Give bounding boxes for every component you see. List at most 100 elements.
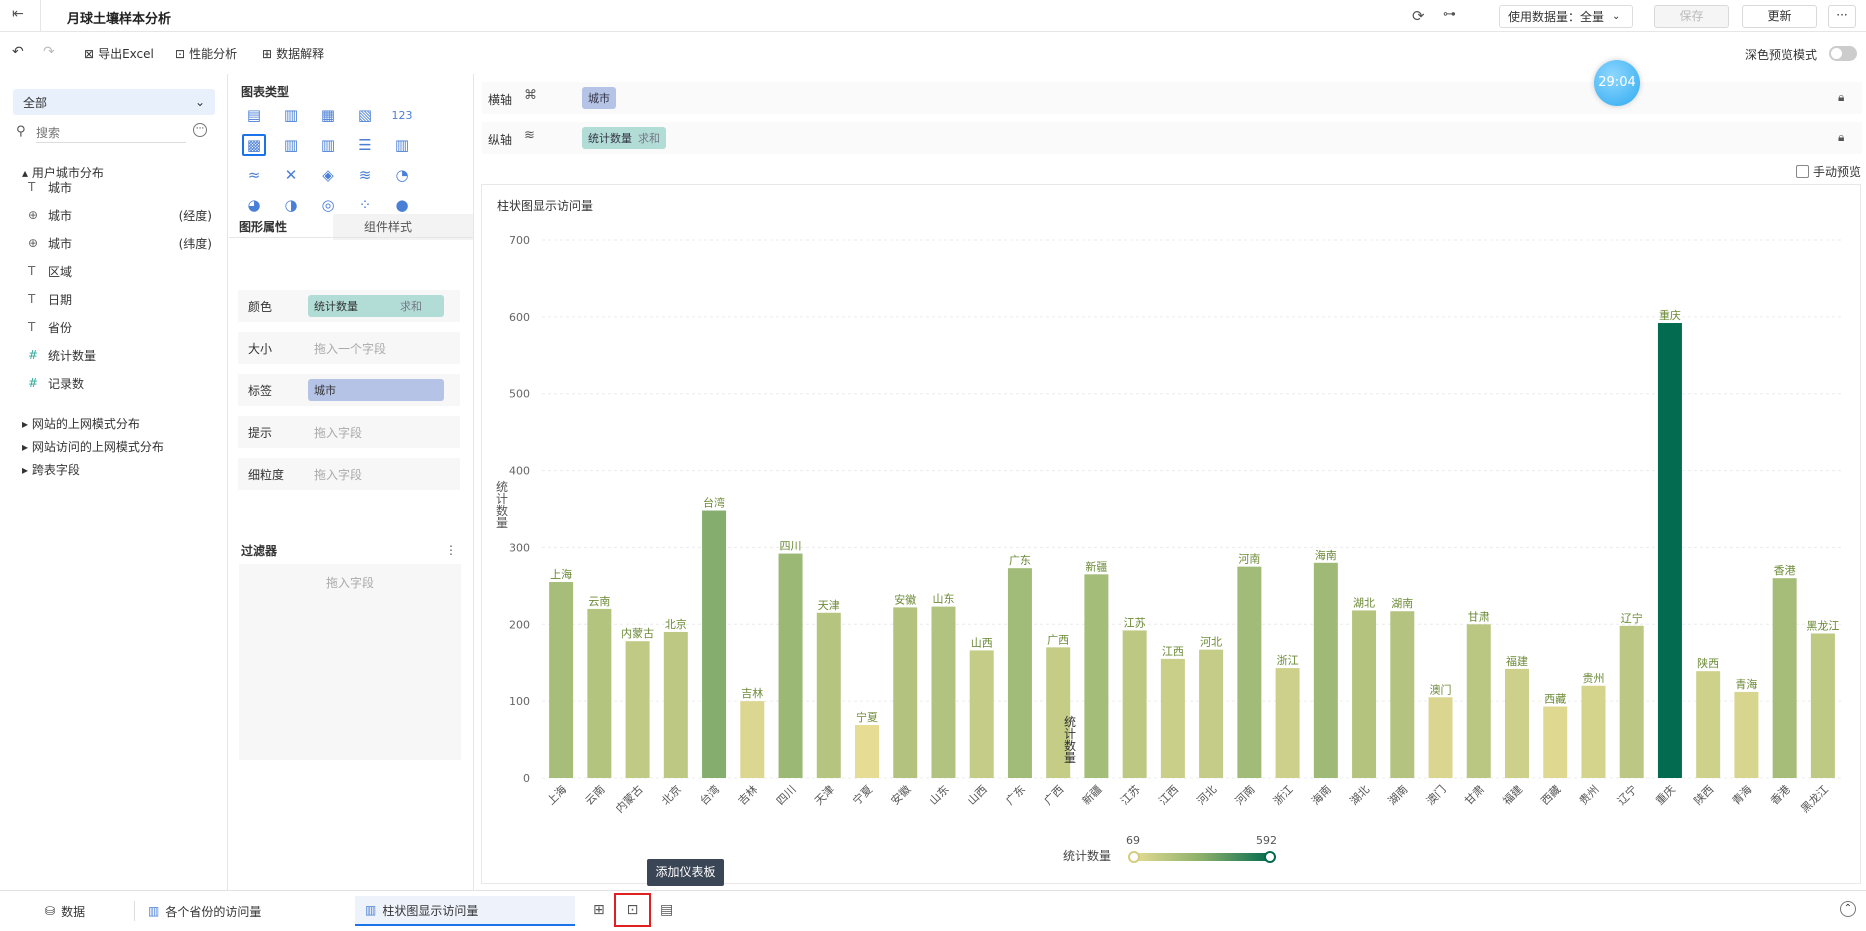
manual-preview[interactable]: 手动预览: [1796, 163, 1861, 180]
field-item[interactable]: ⊕ 城市 (纬度): [28, 229, 212, 257]
bar[interactable]: [1696, 671, 1721, 778]
prop-dropzone[interactable]: 拖入字段: [314, 425, 363, 440]
x-axis-icon[interactable]: ⌘: [524, 88, 537, 103]
field-item[interactable]: # 记录数: [28, 369, 212, 397]
bar[interactable]: [1466, 624, 1491, 778]
chart-type-icon[interactable]: ◈: [322, 166, 334, 184]
field-item[interactable]: T 省份: [28, 313, 212, 341]
prop-field-pill[interactable]: 统计数量 求和: [308, 295, 444, 317]
y-axis-icon[interactable]: ≋: [524, 128, 535, 143]
save-button[interactable]: 保存: [1654, 5, 1729, 28]
chart-type-icon[interactable]: ●: [395, 196, 409, 214]
chart-type-icon[interactable]: ▥: [283, 106, 299, 124]
field-item[interactable]: T 区域: [28, 257, 212, 285]
bar[interactable]: [1122, 630, 1147, 778]
y-axis-field-pill[interactable]: 统计数量 求和: [582, 127, 666, 149]
add-report-icon[interactable]: ▤: [660, 902, 674, 918]
bar[interactable]: [778, 553, 803, 778]
bar[interactable]: [855, 724, 879, 778]
bar[interactable]: [663, 631, 688, 778]
bar[interactable]: [1160, 658, 1185, 778]
bar[interactable]: [1810, 633, 1835, 778]
chart-type-icon[interactable]: ▥: [320, 136, 336, 154]
chart-type-icon[interactable]: ◕: [247, 196, 261, 214]
bar[interactable]: [1237, 566, 1262, 778]
bar[interactable]: [1505, 668, 1529, 778]
data-volume-select[interactable]: 使用数据量：全量 ⌄: [1499, 5, 1633, 28]
lock-icon[interactable]: 🔒︎: [1838, 130, 1845, 144]
prop-dropzone[interactable]: 拖入字段: [314, 467, 363, 482]
chart-type-icon[interactable]: ▩: [242, 134, 266, 156]
bar[interactable]: [1275, 668, 1300, 778]
chart-type-icon[interactable]: ◑: [284, 196, 298, 214]
undo-icon[interactable]: ↶: [12, 44, 24, 60]
bar[interactable]: [969, 650, 994, 778]
field-item[interactable]: T 城市: [28, 173, 212, 201]
prop-field-pill[interactable]: 城市: [308, 379, 444, 401]
tab-province-visits[interactable]: ▥ 各个省份的访问量: [148, 904, 262, 919]
tab-bar-chart-visits[interactable]: ▥ 柱状图显示访问量: [355, 896, 575, 926]
refresh-icon[interactable]: ⟳: [1412, 7, 1425, 25]
chart-type-icon[interactable]: ✕: [284, 166, 298, 184]
group-0[interactable]: ▸ 网站的上网模式分布: [22, 417, 140, 431]
group-1[interactable]: ▸ 网站访问的上网模式分布: [22, 440, 164, 454]
back-icon[interactable]: ⇤: [12, 6, 24, 22]
dark-preview-toggle[interactable]: [1829, 46, 1857, 61]
add-component-icon[interactable]: ⊞: [593, 902, 605, 918]
field-item[interactable]: # 统计数量: [28, 341, 212, 369]
group-user-city[interactable]: ▴ 用户城市分布: [22, 166, 104, 180]
bar[interactable]: [1543, 706, 1568, 778]
dataset-dropdown[interactable]: 全部 ⌄: [13, 89, 215, 115]
bar[interactable]: [587, 608, 612, 778]
perf-analysis-button[interactable]: ⊡ 性能分析: [175, 46, 238, 62]
filter-more-icon[interactable]: ⋮: [445, 543, 457, 557]
tab-props[interactable]: 图形属性: [239, 220, 288, 234]
chart-type-icon[interactable]: ▦: [320, 106, 336, 124]
chart-type-icon[interactable]: 123: [391, 108, 413, 122]
chart-type-icon[interactable]: ◔: [395, 166, 409, 184]
bar[interactable]: [1007, 568, 1032, 778]
chart-type-icon[interactable]: ◎: [321, 196, 335, 214]
group-2[interactable]: ▸ 跨表字段: [22, 463, 80, 477]
tab-data[interactable]: ⛁ 数据: [45, 904, 86, 919]
bar[interactable]: [1581, 685, 1606, 778]
timer-badge[interactable]: 29:04: [1594, 60, 1640, 106]
redo-icon[interactable]: ↷: [43, 44, 55, 60]
chart-type-icon[interactable]: ▧: [357, 106, 373, 124]
field-item[interactable]: T 日期: [28, 285, 212, 313]
bar[interactable]: [549, 582, 574, 778]
field-item[interactable]: ⊕ 城市 (经度): [28, 201, 212, 229]
bar[interactable]: [625, 641, 650, 778]
prop-dropzone[interactable]: 拖入一个字段: [314, 341, 387, 356]
bar[interactable]: [1657, 323, 1682, 778]
chart-type-icon[interactable]: ▥: [283, 136, 299, 154]
chart-type-icon[interactable]: ▥: [394, 136, 410, 154]
bar[interactable]: [1772, 578, 1797, 778]
lock-icon[interactable]: 🔒︎: [1838, 90, 1845, 104]
add-dashboard-button[interactable]: ⊡: [614, 893, 651, 927]
bar[interactable]: [702, 510, 727, 778]
more-options-icon[interactable]: ···: [193, 123, 207, 137]
chart-type-icon[interactable]: ⁘: [358, 196, 372, 214]
collapse-icon[interactable]: ⌃: [1840, 901, 1856, 917]
chart-type-icon[interactable]: ▤: [246, 106, 262, 124]
bar[interactable]: [1084, 574, 1109, 778]
export-excel-button[interactable]: ⊠ 导出Excel: [84, 46, 154, 62]
chart-type-icon[interactable]: ☰: [358, 136, 372, 154]
bar[interactable]: [1046, 647, 1071, 778]
lineage-icon[interactable]: ⊶: [1443, 7, 1456, 22]
tab-style[interactable]: 组件样式: [364, 220, 413, 234]
manual-preview-checkbox[interactable]: [1796, 165, 1809, 178]
bar[interactable]: [893, 607, 918, 778]
bar[interactable]: [1734, 691, 1759, 778]
bar[interactable]: [931, 606, 956, 778]
bar[interactable]: [1313, 562, 1338, 778]
bar[interactable]: [1199, 649, 1224, 778]
more-icon[interactable]: ···: [1828, 5, 1856, 28]
legend-min-handle[interactable]: [1128, 851, 1140, 863]
bar[interactable]: [816, 612, 841, 778]
bar[interactable]: [1428, 697, 1453, 778]
bar[interactable]: [1619, 625, 1644, 778]
legend-max-handle[interactable]: [1264, 851, 1276, 863]
filter-dropzone[interactable]: 拖入字段: [239, 564, 461, 760]
